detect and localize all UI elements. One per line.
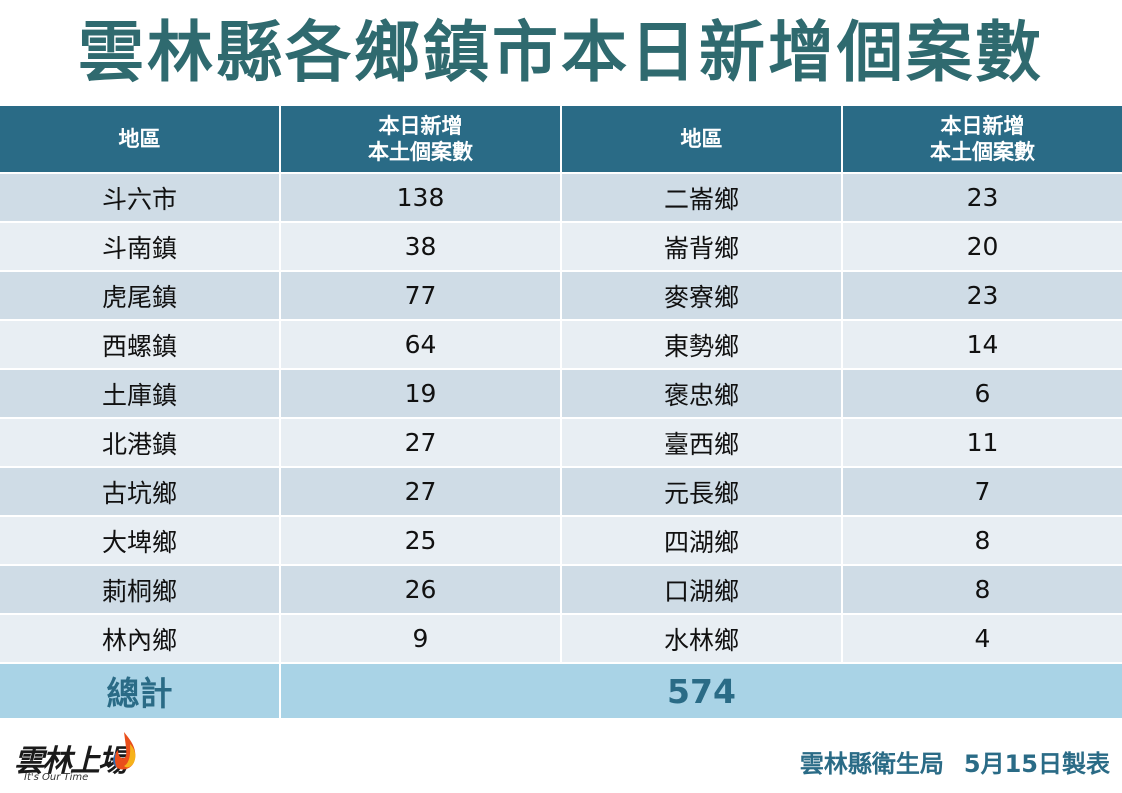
total-row: 總計 574 xyxy=(0,663,1122,720)
left-count-cell: 27 xyxy=(280,467,562,517)
table-row: 虎尾鎮 77 麥寮鄉 23 xyxy=(0,271,1122,321)
left-area-cell: 斗六市 xyxy=(0,173,281,223)
footer-agency: 雲林縣衛生局 xyxy=(799,750,944,778)
logo-text: 雲林上場 xyxy=(14,744,128,779)
right-count-cell: 4 xyxy=(842,614,1122,664)
left-count-cell: 27 xyxy=(280,418,562,468)
right-count-cell: 20 xyxy=(842,222,1122,272)
flame-icon xyxy=(113,732,136,770)
right-area-cell: 褒忠鄉 xyxy=(561,369,843,419)
footer-note: 雲林縣衛生局 5月15日製表 xyxy=(800,744,1110,779)
right-area-cell: 四湖鄉 xyxy=(561,516,843,566)
right-count-cell: 6 xyxy=(842,369,1122,419)
table-row: 莿桐鄉 26 口湖鄉 8 xyxy=(0,565,1122,615)
left-area-cell: 古坑鄉 xyxy=(0,467,281,517)
table-header-row: 地區 本日新增 本土個案數 地區 本日新增 本土個案數 xyxy=(0,106,1122,174)
left-count-cell: 64 xyxy=(280,320,562,370)
left-count-cell: 19 xyxy=(280,369,562,419)
header-count-right: 本日新增 本土個案數 xyxy=(842,106,1122,174)
header-count-line2: 本土個案數 xyxy=(368,140,473,164)
left-count-cell: 26 xyxy=(280,565,562,615)
right-area-cell: 元長鄉 xyxy=(561,467,843,517)
right-area-cell: 水林鄉 xyxy=(561,614,843,664)
header-count-line1: 本日新增 xyxy=(940,114,1025,138)
table-row: 西螺鎮 64 東勢鄉 14 xyxy=(0,320,1122,370)
right-count-cell: 11 xyxy=(842,418,1122,468)
left-count-cell: 138 xyxy=(280,173,562,223)
right-count-cell: 23 xyxy=(842,271,1122,321)
right-area-cell: 口湖鄉 xyxy=(561,565,843,615)
right-count-cell: 7 xyxy=(842,467,1122,517)
right-area-cell: 崙背鄉 xyxy=(561,222,843,272)
left-area-cell: 虎尾鎮 xyxy=(0,271,281,321)
left-area-cell: 土庫鎮 xyxy=(0,369,281,419)
yunlin-logo: 雲林上場 It's Our Time xyxy=(14,730,144,788)
left-area-cell: 林內鄉 xyxy=(0,614,281,664)
header-count-left: 本日新增 本土個案數 xyxy=(280,106,562,174)
left-area-cell: 莿桐鄉 xyxy=(0,565,281,615)
table-row: 斗南鎮 38 崙背鄉 20 xyxy=(0,222,1122,272)
table-row: 大埤鄉 25 四湖鄉 8 xyxy=(0,516,1122,566)
right-count-cell: 23 xyxy=(842,173,1122,223)
footer-date: 5月15日製表 xyxy=(963,750,1110,778)
table-row: 土庫鎮 19 褒忠鄉 6 xyxy=(0,369,1122,419)
right-count-cell: 8 xyxy=(842,516,1122,566)
table-row: 斗六市 138 二崙鄉 23 xyxy=(0,173,1122,223)
right-area-cell: 臺西鄉 xyxy=(561,418,843,468)
page-title: 雲林縣各鄉鎮市本日新增個案數 xyxy=(78,14,1044,91)
left-area-cell: 西螺鎮 xyxy=(0,320,281,370)
right-count-cell: 8 xyxy=(842,565,1122,615)
left-count-cell: 25 xyxy=(280,516,562,566)
right-area-cell: 東勢鄉 xyxy=(561,320,843,370)
logo-subtitle: It's Our Time xyxy=(24,772,89,783)
header-area-right: 地區 xyxy=(561,106,843,174)
right-area-cell: 麥寮鄉 xyxy=(561,271,843,321)
table-row: 北港鎮 27 臺西鄉 11 xyxy=(0,418,1122,468)
total-label: 總計 xyxy=(0,663,281,720)
left-area-cell: 斗南鎮 xyxy=(0,222,281,272)
left-area-cell: 大埤鄉 xyxy=(0,516,281,566)
case-table: 地區 本日新增 本土個案數 地區 本日新增 本土個案數 斗六市 138 二崙鄉 … xyxy=(0,106,1122,720)
total-value: 574 xyxy=(280,663,1122,720)
right-area-cell: 二崙鄉 xyxy=(561,173,843,223)
left-area-cell: 北港鎮 xyxy=(0,418,281,468)
left-count-cell: 9 xyxy=(280,614,562,664)
left-count-cell: 77 xyxy=(280,271,562,321)
table-row: 古坑鄉 27 元長鄉 7 xyxy=(0,467,1122,517)
right-count-cell: 14 xyxy=(842,320,1122,370)
header-count-line2: 本土個案數 xyxy=(930,140,1035,164)
table-row: 林內鄉 9 水林鄉 4 xyxy=(0,614,1122,664)
left-count-cell: 38 xyxy=(280,222,562,272)
header-area-left: 地區 xyxy=(0,106,281,174)
header-count-line1: 本日新增 xyxy=(378,114,463,138)
